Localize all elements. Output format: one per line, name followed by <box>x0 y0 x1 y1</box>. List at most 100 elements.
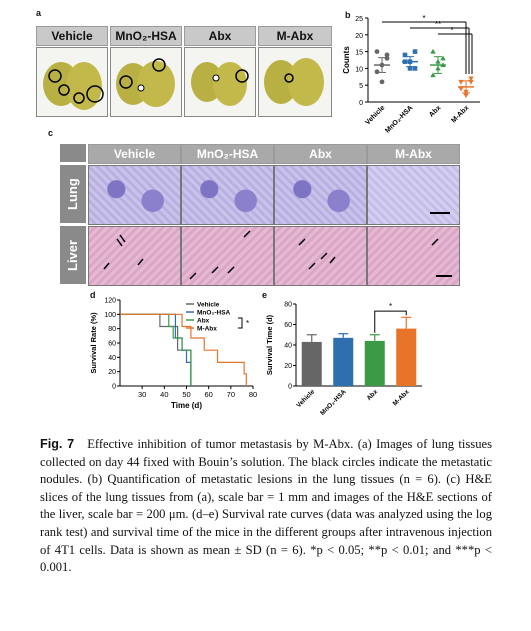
b-ytick-label: 10 <box>355 66 363 73</box>
he-lung-abx <box>274 165 367 225</box>
b-xtick-label: M-Abx <box>450 104 470 124</box>
b-point <box>384 55 390 61</box>
b-ytick-label: 0 <box>359 100 363 107</box>
d-ytick-label: 80 <box>108 326 116 333</box>
d-legend-label: Vehicle <box>197 302 220 309</box>
e-xtick-label: Vehicle <box>295 388 316 409</box>
panel-c-header-mno2: MnO₂-HSA <box>181 144 274 164</box>
e-ylabel: Survival Time (d) <box>265 314 274 375</box>
e-ytick-label: 20 <box>284 363 292 370</box>
d-xtick-label: 30 <box>138 390 146 399</box>
b-point <box>430 72 436 78</box>
b-ytick-label: 15 <box>355 50 363 57</box>
b-sig-star: * <box>422 14 425 23</box>
d-sig-bracket <box>238 317 243 329</box>
e-ytick-label: 60 <box>284 322 292 329</box>
d-ytick-label: 60 <box>108 341 116 348</box>
b-point <box>458 86 464 92</box>
d-xtick-label: 50 <box>182 390 190 399</box>
d-series-line <box>120 313 192 386</box>
liver-arrows-mno2 <box>189 230 251 280</box>
d-legend-label: Abx <box>197 318 210 325</box>
panel-a-header-abx: Abx <box>184 26 256 46</box>
b-point <box>374 69 380 75</box>
d-series-line <box>120 313 247 386</box>
b-ytick-label: 20 <box>355 33 363 40</box>
d-legend-label: M-Abx <box>197 326 217 333</box>
liver-arrows-vehicle <box>103 234 144 270</box>
b-xtick-label: MnO₂-HSA <box>384 104 414 134</box>
e-xtick-label: M-Abx <box>392 388 411 407</box>
panel-c-header-vehicle: Vehicle <box>88 144 181 164</box>
d-ytick-label: 40 <box>108 355 116 362</box>
d-sig-star: * <box>246 319 249 328</box>
d-xtick-label: 60 <box>204 390 212 399</box>
e-ytick-label: 0 <box>288 384 292 391</box>
b-point <box>468 76 474 82</box>
d-ytick-label: 100 <box>104 312 116 319</box>
e-xtick-label: MnO₂-HSA <box>319 388 348 417</box>
d-ytick-label: 120 <box>104 298 116 305</box>
e-sig-star: * <box>389 302 392 311</box>
b-ytick-label: 25 <box>355 16 363 23</box>
d-legend-label: MnO₂-HSA <box>197 310 231 317</box>
e-xtick-label: Abx <box>366 388 380 402</box>
d-ytick-label: 0 <box>112 384 116 391</box>
b-point <box>374 49 380 54</box>
b-point <box>407 66 413 71</box>
panel-c-header-mabx: M-Abx <box>367 144 460 164</box>
panel-e-chart: 0 20 40 60 80 Survival Time (d) Vehicle MnO₂-HS… <box>265 302 422 417</box>
e-bar <box>396 328 417 386</box>
d-ytick-label: 20 <box>108 369 116 376</box>
d-ylabel: Survival Rate (%) <box>89 312 98 374</box>
lung-photo-mno2 <box>110 47 182 117</box>
he-lung-vehicle <box>88 165 181 225</box>
he-liver-vehicle <box>88 226 181 286</box>
panel-a-header-vehicle: Vehicle <box>36 26 108 46</box>
lung-photo-mabx-drawing <box>264 58 324 106</box>
panel-label-e: e <box>262 290 268 300</box>
he-lung-mabx <box>367 165 460 225</box>
liver-arrows-mabx <box>431 238 439 246</box>
lung-photo-mno2-drawing <box>116 58 175 107</box>
he-lung-mno2 <box>181 165 274 225</box>
b-point <box>412 49 418 54</box>
scale-bar-lung <box>430 212 450 214</box>
d-xtick-label: 80 <box>249 390 257 399</box>
b-point <box>463 93 469 99</box>
e-bar <box>333 337 354 386</box>
b-point <box>412 66 418 71</box>
caption-text: Effective inhibition of tumor metastasis… <box>40 437 492 575</box>
b-point <box>384 52 390 58</box>
lung-photo-vehicle <box>36 47 108 117</box>
he-liver-mno2 <box>181 226 274 286</box>
liver-arrows-abx <box>298 238 336 270</box>
e-bar <box>364 340 385 386</box>
e-ytick-label: 80 <box>284 302 292 309</box>
panel-d-chart: 0 20 40 60 80 100 120 30 40 50 60 70 80 Time (d) Survi… <box>89 298 257 411</box>
he-liver-mabx <box>367 226 460 286</box>
lung-photo-abx-drawing <box>191 62 249 106</box>
b-point <box>430 48 436 54</box>
e-ytick-label: 40 <box>284 343 292 350</box>
panel-label-d: d <box>90 290 96 300</box>
panel-a-header-mno2: MnO₂-HSA <box>110 26 182 46</box>
d-xtick-label: 70 <box>227 390 235 399</box>
b-xtick-label: Vehicle <box>364 104 386 126</box>
e-bar <box>301 341 322 386</box>
e-sig-bracket <box>374 310 407 333</box>
b-sig-star: ** <box>435 20 441 29</box>
d-xlabel: Time (d) <box>171 401 202 410</box>
b-point <box>402 52 408 58</box>
panel-a-header-mabx: M-Abx <box>258 26 332 46</box>
figure-caption: Fig. 7 Effective inhibition of tumor met… <box>40 436 492 577</box>
lung-photo-abx <box>184 47 256 117</box>
row-label-liver: Liver <box>60 226 86 284</box>
d-xtick-label: 40 <box>160 390 168 399</box>
row-label-lung: Lung <box>60 165 86 223</box>
lung-photo-vehicle-drawing <box>43 62 104 110</box>
panel-c-corner <box>60 144 86 162</box>
b-xtick-label: Abx <box>428 104 442 118</box>
he-liver-abx <box>274 226 367 286</box>
